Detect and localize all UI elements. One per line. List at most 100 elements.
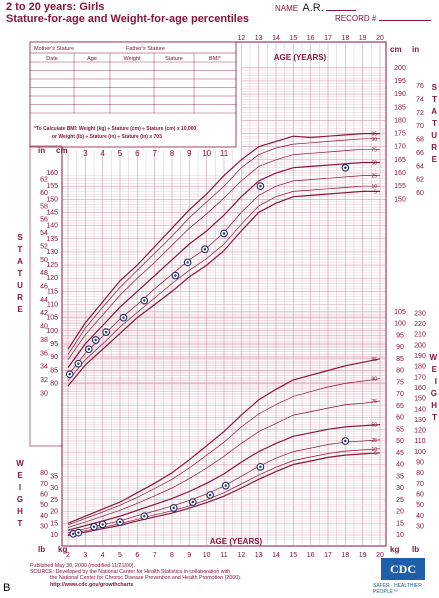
stature-vertical-letter: A: [17, 257, 23, 266]
info-table: [29, 41, 237, 148]
lb-tick-right: 30: [416, 524, 424, 531]
in-tick-right: 60: [416, 190, 424, 197]
stature-point-center: [174, 274, 177, 277]
table-col-header: Age: [87, 56, 97, 62]
kg-label-right: kg: [390, 545, 399, 554]
table-col-header: Weight: [123, 56, 140, 62]
weight-vertical-letter: G: [17, 495, 23, 504]
cm-tick-right: 165: [394, 157, 406, 164]
table-col-header: Stature: [165, 56, 183, 62]
lb-label: lb: [38, 545, 45, 554]
stature-percentile-label: 75: [371, 147, 377, 153]
stature-percentile-curve: [67, 148, 380, 360]
stature-percentile-curve: [67, 161, 380, 368]
record-field[interactable]: RECORD #: [335, 14, 431, 23]
weight-point-center: [191, 500, 194, 504]
stature-percentile-label: 5: [374, 189, 377, 195]
age-tick-bottom: 11: [220, 552, 227, 559]
age-tick-mid: 11: [220, 149, 229, 158]
footer-source-2: the National Center for Chronic Disease …: [50, 575, 242, 581]
cm-tick-right: 180: [394, 117, 406, 124]
weight-percentile-curve: [67, 378, 381, 526]
cm-tick: 80: [50, 380, 58, 387]
stature-point-center: [122, 316, 125, 319]
lb-tick-right: 190: [414, 353, 426, 360]
in-label: in: [38, 146, 45, 155]
stature-vertical-letter: U: [17, 281, 23, 290]
kg-tick-right: 95: [396, 332, 404, 339]
cdc-logo: CDC: [381, 558, 425, 580]
stature-point-center: [87, 348, 91, 351]
stature-point-center: [344, 166, 347, 169]
footer-published: Published May 30, 2000 (modified 11/21/0…: [30, 563, 136, 569]
in-tick-right: 74: [416, 96, 424, 103]
weight-percentile-label: 95: [371, 357, 377, 363]
stature-percentile-label: 95: [371, 132, 377, 138]
weight-point-center: [118, 520, 122, 524]
cm-tick-right: 185: [394, 104, 406, 111]
kg-tick-right: 75: [396, 379, 404, 386]
table-col-header: BMI*: [209, 56, 222, 62]
kg-tick-right: 35: [396, 473, 404, 480]
age-tick-bottom: 6: [135, 552, 139, 559]
in-tick-right: 70: [416, 123, 424, 130]
kg-tick-right: 45: [396, 450, 404, 457]
kg-tick: 15: [50, 520, 58, 527]
age-tick-bottom: 10: [203, 552, 211, 559]
kg-tick-right: 20: [396, 509, 404, 516]
lb-tick-right: 130: [414, 417, 426, 424]
age-tick-top: 19: [359, 35, 367, 42]
weight-percentile-label: 10: [371, 447, 377, 453]
kg-tick-right: 10: [396, 532, 404, 539]
mothers-stature-label: Mother's Stature: [34, 46, 74, 52]
in-tick: 44: [40, 297, 48, 304]
age-tick-top: 16: [307, 35, 315, 42]
kg-tick-right: 55: [396, 426, 404, 433]
kg-tick: 35: [50, 473, 58, 480]
lb-tick-right: 140: [414, 406, 426, 413]
cm-tick: 130: [46, 249, 58, 256]
in-tick: 40: [40, 324, 48, 331]
name-field[interactable]: NAME A.R.: [275, 2, 356, 14]
weight-vertical-letter-right: H: [431, 401, 437, 410]
in-tick-right: 64: [416, 163, 424, 170]
stature-vertical-letter: E: [17, 305, 23, 314]
weight-point-center: [259, 465, 262, 469]
in-tick: 42: [40, 310, 48, 317]
weight-point-center: [172, 506, 175, 510]
kg-tick-right: 65: [396, 403, 404, 410]
weight-vertical-letter: W: [16, 459, 24, 468]
kg-tick-right: 60: [396, 415, 404, 422]
footer-link[interactable]: http://www.cdc.gov/growthcharts: [50, 582, 134, 588]
name-value: A.R.: [302, 2, 324, 14]
fathers-stature-label: Father's Stature: [126, 46, 165, 52]
weight-vertical-letter: H: [17, 507, 23, 516]
stature-point-center: [222, 232, 226, 235]
weight-percentile-curve: [67, 424, 381, 531]
stature-percentile-label: 25: [371, 174, 377, 180]
stature-percentile-curve: [67, 185, 380, 382]
weight-point-center: [77, 531, 80, 534]
cm-tick-right: 175: [394, 131, 406, 138]
in-tick: 36: [40, 350, 48, 357]
stature-point-center: [186, 261, 189, 264]
weight-vertical-letter-right: G: [431, 389, 437, 398]
weight-percentile-label: 75: [371, 399, 377, 405]
stature-vertical-letter-right: A: [431, 107, 437, 116]
in-tick: 58: [40, 203, 48, 210]
weight-vertical-letter-right: T: [432, 413, 437, 422]
weight-vertical-letter: E: [17, 471, 23, 480]
weight-point-center: [143, 515, 146, 518]
age-axis-title-bottom: AGE (YEARS): [210, 537, 263, 546]
cm-tick-right: 160: [394, 170, 406, 177]
age-tick-bottom: 16: [307, 552, 315, 559]
age-tick-mid: 4: [100, 149, 105, 158]
age-tick-bottom: 7: [153, 552, 157, 559]
cm-tick-right: 200: [394, 65, 406, 72]
in-tick-right: 68: [416, 137, 424, 144]
lb-tick-right: 120: [414, 428, 426, 435]
age-tick-top: 13: [255, 35, 263, 42]
age-tick-mid: 5: [118, 149, 123, 158]
age-tick-top: 20: [376, 35, 384, 42]
in-tick: 30: [40, 390, 48, 397]
